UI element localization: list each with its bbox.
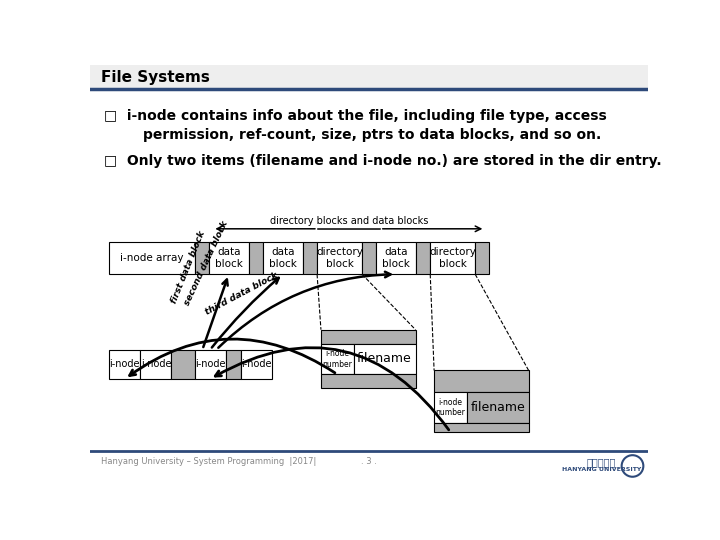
Bar (140, 350, 171, 379)
Bar (225, 350, 241, 379)
Bar (434, 423, 528, 432)
Text: i-node
number: i-node number (323, 349, 352, 369)
Text: 한양대학교: 한양대학교 (587, 457, 616, 468)
Bar (321, 374, 415, 388)
Text: i-node: i-node (195, 359, 225, 369)
Bar (171, 350, 194, 379)
Text: Hanyang University – System Programming  |2017|: Hanyang University – System Programming … (101, 457, 316, 467)
Bar (194, 242, 209, 274)
Bar (434, 370, 528, 392)
Bar (416, 242, 431, 274)
Text: filename: filename (470, 401, 525, 414)
Text: □  Only two items (filename and i-node no.) are stored in the dir entry.: □ Only two items (filename and i-node no… (104, 154, 662, 168)
Text: filename: filename (357, 353, 412, 366)
Bar (263, 242, 303, 274)
Bar (241, 350, 272, 379)
Text: third data block: third data block (204, 271, 280, 316)
Bar (317, 242, 362, 274)
Text: File Systems: File Systems (101, 70, 210, 85)
Bar (109, 350, 140, 379)
Bar (249, 242, 263, 274)
Bar (194, 350, 225, 379)
Bar (376, 242, 416, 274)
Text: i-node: i-node (140, 359, 171, 369)
Text: □  i-node contains info about the file, including file type, access: □ i-node contains info about the file, i… (104, 110, 607, 124)
Bar (362, 242, 376, 274)
Bar (354, 343, 415, 374)
Text: i-node array: i-node array (120, 253, 184, 263)
Text: i-node: i-node (241, 359, 272, 369)
Text: first data block: first data block (170, 230, 207, 305)
Bar (467, 392, 528, 423)
Bar (321, 330, 415, 343)
Bar (321, 343, 354, 374)
Text: directory
block: directory block (316, 247, 363, 269)
Text: directory blocks and data blocks: directory blocks and data blocks (270, 217, 428, 226)
Bar (303, 242, 317, 274)
Bar (109, 242, 194, 274)
Text: i-node
number: i-node number (436, 398, 465, 417)
Text: second data block: second data block (182, 219, 230, 307)
Text: . 3 .: . 3 . (361, 457, 377, 467)
Bar (434, 392, 467, 423)
Bar (431, 242, 475, 274)
Bar (209, 242, 249, 274)
Text: directory
block: directory block (429, 247, 476, 269)
Bar (90, 65, 648, 90)
Text: i-node: i-node (109, 359, 140, 369)
Text: data
block: data block (269, 247, 297, 269)
Text: HANYANG UNIVERSITY: HANYANG UNIVERSITY (562, 467, 642, 472)
Text: data
block: data block (382, 247, 410, 269)
Text: data
block: data block (215, 247, 243, 269)
Bar (475, 242, 489, 274)
Text: permission, ref-count, size, ptrs to data blocks, and so on.: permission, ref-count, size, ptrs to dat… (104, 128, 601, 142)
